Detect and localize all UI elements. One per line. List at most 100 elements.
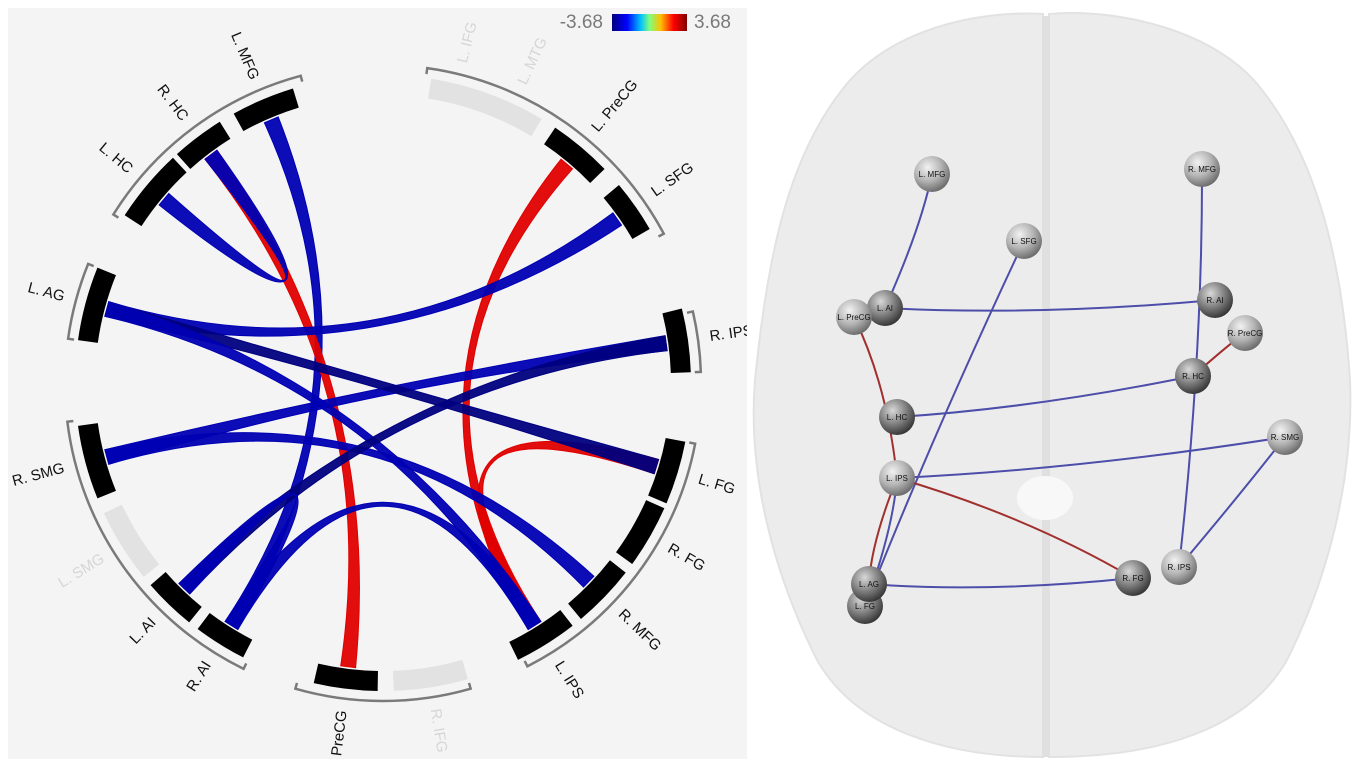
segment-label-l-ag: L. AG — [26, 279, 67, 305]
colorbar-max-label: 3.68 — [694, 12, 731, 33]
segment-r-smg — [77, 423, 116, 499]
node-l-precg: L. PreCG — [836, 299, 872, 335]
node-sphere — [879, 399, 915, 435]
ribbon-r-smg-to-r-mfg — [104, 432, 595, 588]
node-l-ips: L. IPS — [879, 460, 915, 496]
node-r-hc: R. HC — [1175, 358, 1211, 394]
segment-l-ag — [77, 267, 116, 343]
node-r-fg: R. FG — [1115, 560, 1151, 596]
edge-l-ips-to-r-smg — [896, 436, 1286, 479]
segment-l-precg — [544, 127, 605, 183]
node-label-r-ips: R. IPS — [1167, 563, 1190, 572]
node-sphere — [1006, 223, 1042, 259]
ribbon-l-sfg-to-l-ag — [104, 212, 623, 337]
node-l-sfg: L. SFG — [1006, 223, 1042, 259]
segment-label-r-hc: R. HC — [153, 81, 191, 124]
edge-l-sfg-to-l-fg — [864, 240, 1025, 607]
node-sphere — [1197, 282, 1233, 318]
node-sphere — [1161, 549, 1197, 585]
segment-label-l-hc: L. HC — [96, 139, 136, 177]
group-bracket-2 — [523, 441, 697, 669]
node-sphere — [1115, 560, 1151, 596]
ribbon-l-ag-to-l-fg — [104, 301, 660, 475]
brain-nodes: L. MFG R. MFG L. SFG L. AI L. PreCG R. AI R. P… — [836, 151, 1303, 624]
group-bracket-1 — [686, 309, 703, 374]
node-sphere — [1184, 151, 1220, 187]
edge-l-ai-to-r-ai — [884, 299, 1216, 312]
segment-label-r-ips: R. IPS — [709, 322, 747, 345]
segment-label-l-ai: L. AI — [126, 614, 159, 647]
node-label-l-hc: L. HC — [887, 413, 908, 422]
node-label-l-ips: L. IPS — [886, 474, 908, 483]
node-sphere — [836, 299, 872, 335]
ribbon-r-ai-to-l-ips — [224, 501, 542, 631]
segment-label-l-ips: L. IPS — [551, 658, 587, 702]
brain-view-panel: L. MFG R. MFG L. SFG L. AI L. PreCG R. AI R. P… — [747, 0, 1354, 759]
ribbon-r-hc-to-l-hc — [158, 149, 289, 283]
segment-r-ips — [662, 308, 691, 373]
node-l-ai: L. AI — [867, 290, 903, 326]
brain-view: L. MFG R. MFG L. SFG L. AI L. PreCG R. AI R. P… — [752, 12, 1352, 759]
node-label-r-ai: R. AI — [1206, 296, 1223, 305]
segment-l-smg — [103, 504, 160, 577]
ribbon-r-hc-to-r-precg — [204, 149, 360, 669]
node-r-smg: R. SMG — [1267, 419, 1303, 455]
segment-r-mfg — [568, 560, 626, 619]
ribbon-l-ai-to-r-ips — [178, 335, 668, 595]
node-sphere — [879, 460, 915, 496]
node-label-r-precg: R. PreCG — [1228, 329, 1263, 338]
segment-l-ai — [150, 571, 202, 623]
node-label-r-smg: R. SMG — [1271, 433, 1299, 442]
region-segments — [77, 78, 691, 691]
node-r-ai: R. AI — [1197, 282, 1233, 318]
segment-l-ips — [509, 609, 573, 660]
segment-l-sfg — [603, 185, 650, 239]
segment-r-hc — [176, 121, 231, 169]
node-sphere — [1227, 315, 1263, 351]
group-bracket-0 — [425, 66, 666, 238]
brain-outline — [752, 12, 1352, 759]
segment-label-r-smg: R. SMG — [10, 460, 66, 490]
colorbar-gradient — [612, 14, 687, 31]
node-r-precg: R. PreCG — [1227, 315, 1263, 351]
node-sphere — [867, 290, 903, 326]
colorbar-min-label: -3.68 — [560, 12, 603, 33]
node-label-l-fg: L. FG — [855, 602, 875, 611]
ventricle-shadow — [1017, 476, 1073, 520]
segment-label-r-ai: R. AI — [183, 658, 215, 695]
segment-r-ai — [197, 613, 253, 658]
node-label-l-ai: L. AI — [877, 304, 893, 313]
segment-r-precg — [313, 663, 378, 691]
colorbar: -3.68 3.68 — [560, 12, 731, 33]
segment-l-mfg — [233, 88, 299, 132]
segment-r-ifg — [393, 659, 468, 691]
node-label-r-mfg: R. MFG — [1188, 165, 1216, 174]
node-sphere — [851, 566, 887, 602]
segment-label-l-mfg: L. MFG — [227, 30, 262, 83]
node-sphere — [914, 156, 950, 192]
segment-l-mtg — [476, 91, 542, 137]
node-label-l-sfg: L. SFG — [1011, 237, 1036, 246]
group-brackets — [65, 66, 703, 703]
node-l-mfg: L. MFG — [914, 156, 950, 192]
group-bracket-3 — [293, 682, 473, 703]
node-label-l-precg: L. PreCG — [837, 313, 870, 322]
segment-l-hc — [124, 157, 187, 227]
segment-label-l-smg: L. SMG — [55, 550, 107, 591]
segment-r-fg — [615, 500, 665, 565]
connection-ribbons — [104, 116, 668, 669]
edge-l-hc-to-r-hc — [896, 375, 1194, 418]
group-bracket-5 — [66, 262, 95, 341]
node-label-l-ag: L. AG — [859, 580, 879, 589]
segment-label-r-fg: R. FG — [665, 540, 708, 575]
node-l-hc: L. HC — [879, 399, 915, 435]
edge-l-ag-to-r-fg — [868, 577, 1134, 589]
group-bracket-6 — [111, 74, 304, 219]
segment-label-r-mfg: R. MFG — [615, 606, 665, 655]
segment-l-ifg — [428, 78, 484, 111]
node-r-ips: R. IPS — [1161, 549, 1197, 585]
node-sphere — [1267, 419, 1303, 455]
node-label-l-mfg: L. MFG — [919, 170, 946, 179]
segment-label-l-precg: L. PreCG — [588, 76, 641, 135]
